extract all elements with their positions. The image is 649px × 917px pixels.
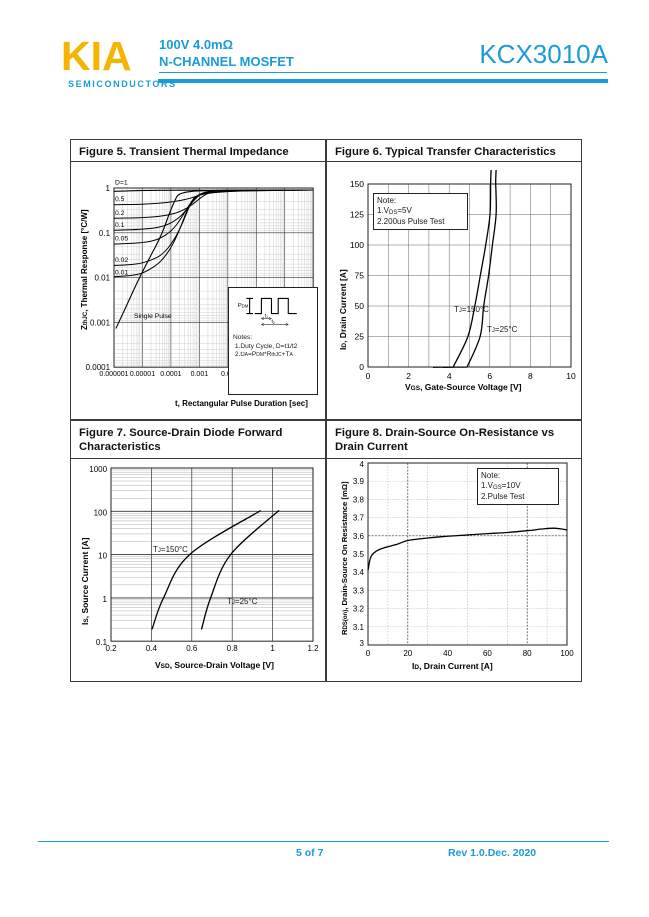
- svg-text:150: 150: [350, 179, 364, 189]
- svg-text:t1: t1: [265, 313, 268, 319]
- svg-text:PDM: PDM: [238, 303, 249, 309]
- svg-text:1: 1: [270, 644, 275, 653]
- svg-text:100: 100: [560, 649, 574, 658]
- svg-text:0.01: 0.01: [95, 274, 111, 283]
- svg-text:80: 80: [523, 649, 532, 658]
- svg-text:t2: t2: [271, 319, 274, 325]
- svg-text:3.4: 3.4: [353, 568, 365, 577]
- svg-text:50: 50: [355, 301, 365, 311]
- svg-text:3: 3: [360, 639, 365, 648]
- svg-text:2: 2: [406, 371, 411, 381]
- svg-text:1: 1: [106, 184, 111, 193]
- svg-text:0.05: 0.05: [115, 236, 128, 243]
- svg-text:1: 1: [103, 595, 108, 604]
- svg-text:0: 0: [366, 649, 371, 658]
- svg-text:4: 4: [360, 460, 365, 469]
- svg-text:0.01: 0.01: [115, 270, 128, 277]
- svg-text:3.3: 3.3: [353, 586, 365, 595]
- svg-text:100: 100: [350, 240, 364, 250]
- svg-text:0.1: 0.1: [99, 229, 111, 238]
- svg-text:0.2: 0.2: [105, 644, 117, 653]
- svg-text:1.2: 1.2: [307, 644, 319, 653]
- svg-text:75: 75: [355, 271, 365, 281]
- svg-text:25: 25: [355, 332, 365, 342]
- svg-text:4: 4: [447, 371, 452, 381]
- svg-text:0.000001: 0.000001: [100, 371, 129, 378]
- svg-text:0.5: 0.5: [115, 196, 125, 203]
- svg-text:0.6: 0.6: [186, 644, 198, 653]
- svg-text:100: 100: [94, 508, 108, 517]
- svg-text:Single Pulse: Single Pulse: [134, 313, 172, 320]
- svg-text:0.8: 0.8: [227, 644, 239, 653]
- svg-text:3.8: 3.8: [353, 495, 365, 504]
- svg-text:3.2: 3.2: [353, 605, 365, 614]
- svg-text:0: 0: [366, 371, 371, 381]
- svg-text:3.6: 3.6: [353, 532, 365, 541]
- svg-text:0.2: 0.2: [115, 210, 125, 217]
- svg-text:1000: 1000: [89, 465, 107, 474]
- svg-text:D=1: D=1: [115, 180, 128, 187]
- svg-text:0.001: 0.001: [90, 318, 111, 327]
- svg-text:0.1: 0.1: [115, 222, 125, 229]
- svg-text:0: 0: [359, 362, 364, 372]
- svg-text:3.5: 3.5: [353, 550, 365, 559]
- svg-text:8: 8: [528, 371, 533, 381]
- svg-text:0.02: 0.02: [115, 257, 128, 264]
- svg-text:10: 10: [98, 552, 107, 561]
- svg-text:10: 10: [566, 371, 576, 381]
- svg-text:0.001: 0.001: [191, 371, 209, 378]
- svg-text:0.4: 0.4: [146, 644, 158, 653]
- svg-text:60: 60: [483, 649, 492, 658]
- svg-text:3.9: 3.9: [353, 477, 365, 486]
- svg-text:125: 125: [350, 210, 364, 220]
- svg-text:0.0001: 0.0001: [161, 371, 182, 378]
- svg-text:40: 40: [443, 649, 452, 658]
- svg-text:0.00001: 0.00001: [130, 371, 155, 378]
- svg-text:3.7: 3.7: [353, 514, 365, 523]
- svg-text:20: 20: [403, 649, 412, 658]
- svg-text:6: 6: [487, 371, 492, 381]
- svg-text:3.1: 3.1: [353, 623, 365, 632]
